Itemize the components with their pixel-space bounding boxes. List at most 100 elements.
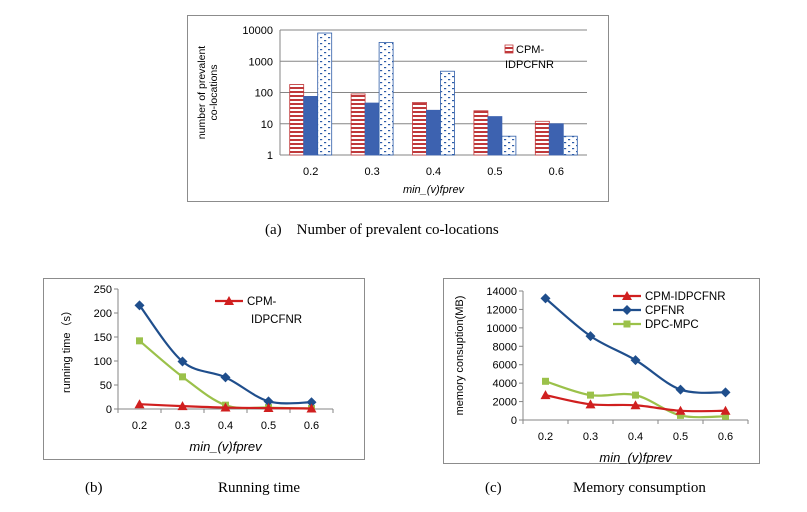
chart-a-xtick-label: 0.4 <box>426 166 441 178</box>
chart-a-xtick-label: 0.6 <box>549 166 564 178</box>
chart-c-ytick-label: 8000 <box>493 341 517 353</box>
chart-b-point <box>177 401 188 411</box>
chart-a-xlabel: min_(v)fprev <box>403 184 466 196</box>
chart-c: 0 2000 4000 6000 8000 10000 12000 14000 0.2 0.3 0.… <box>454 286 749 464</box>
chart-a-bar <box>501 135 517 156</box>
chart-a-xtick-label: 0.2 <box>303 166 318 178</box>
chart-a-bar <box>303 96 319 156</box>
chart-c-ytick-label: 4000 <box>493 378 517 390</box>
chart-b-frame <box>43 278 365 460</box>
chart-a-bar <box>289 84 305 156</box>
chart-a-bar <box>440 70 455 156</box>
chart-c-point <box>677 411 684 419</box>
chart-a-ytick-label: 1 <box>267 150 273 162</box>
chart-c-point <box>585 331 596 342</box>
chart-b-ytick-label: 100 <box>94 356 112 368</box>
chart-c-point <box>632 391 639 399</box>
chart-c-caption-label: (c) <box>485 480 502 496</box>
chart-c-point <box>722 412 729 420</box>
chart-b-xtick-label: 0.3 <box>175 420 190 432</box>
chart-a-legend-label: IDPCFNR <box>505 59 554 71</box>
chart-a-ytick-label: 10 <box>261 119 273 131</box>
chart-a-bar <box>534 120 550 156</box>
chart-b-point <box>263 396 274 407</box>
chart-c-point <box>630 355 641 366</box>
chart-a-ytick-label: 10000 <box>242 25 273 37</box>
chart-b-ylabel: running time（s） <box>60 305 73 393</box>
chart-a: 1 10 100 1000 10000 0.2 0.3 0.4 0.5 0.6 number of … <box>196 25 587 196</box>
chart-a-bar <box>548 123 564 156</box>
chart-a-ytick-label: 100 <box>255 88 273 100</box>
chart-b-xtick-label: 0.5 <box>261 420 276 432</box>
chart-a-ylabel-line1: number of prevalent <box>196 46 208 139</box>
chart-b-caption-label: (b) <box>85 480 103 496</box>
chart-c-legend-marker <box>622 305 632 315</box>
chart-b-ytick-label: 200 <box>94 308 112 320</box>
chart-c-legend-label: CPM-IDPCFNR <box>645 291 726 303</box>
chart-a-bar <box>562 135 578 156</box>
chart-a-bar <box>378 42 394 156</box>
chart-b-xtick-label: 0.4 <box>218 420 233 432</box>
chart-b: 0 50 100 150 200 250 0.2 0.3 0.4 0.5 0.6 running ti… <box>60 284 334 454</box>
chart-b-point <box>306 403 317 413</box>
chart-c-caption-title: Memory consumption <box>573 480 706 496</box>
chart-c-ytick-label: 2000 <box>493 397 517 409</box>
chart-b-point <box>134 399 145 409</box>
chart-b-legend-label: CPM- <box>247 296 277 308</box>
chart-c-ytick-label: 12000 <box>486 304 517 316</box>
chart-c-legend-marker <box>623 320 631 328</box>
chart-c-point <box>542 377 549 385</box>
chart-b-xtick-label: 0.2 <box>132 420 147 432</box>
chart-a-xtick-label: 0.3 <box>364 166 379 178</box>
chart-b-point <box>263 403 274 413</box>
chart-b-point <box>220 402 231 412</box>
chart-c-point <box>540 390 551 400</box>
chart-a-bar <box>473 110 489 156</box>
chart-c-point <box>630 400 641 410</box>
chart-c-xtick-label: 0.4 <box>628 431 643 443</box>
chart-b-point <box>136 337 143 345</box>
chart-b-ytick-label: 0 <box>106 404 112 416</box>
chart-b-point <box>179 373 186 381</box>
chart-a-legend-label: CPM- <box>516 44 544 56</box>
chart-b-legend-label: IDPCFNR <box>251 314 302 326</box>
chart-c-point <box>587 391 594 399</box>
chart-c-point <box>720 387 731 398</box>
chart-c-xtick-label: 0.6 <box>718 431 733 443</box>
chart-b-point <box>306 397 317 408</box>
chart-c-legend-label: CPFNR <box>645 305 685 317</box>
chart-a-bar <box>487 116 503 156</box>
chart-b-xlabel: min_(v)fprev <box>189 439 263 454</box>
chart-b-ytick-label: 150 <box>94 332 112 344</box>
chart-c-ytick-label: 0 <box>511 415 517 427</box>
chart-b-caption-title: Running time <box>218 480 301 496</box>
chart-c-ytick-label: 14000 <box>486 286 517 298</box>
chart-b-ytick-label: 250 <box>94 284 112 296</box>
chart-a-ylabel-line2: co-locations <box>208 64 220 120</box>
chart-c-ytick-label: 6000 <box>493 360 517 372</box>
chart-c-point <box>585 399 596 409</box>
chart-c-legend-marker <box>622 291 632 300</box>
chart-a-bar <box>350 93 366 156</box>
chart-c-point <box>675 384 686 395</box>
chart-c-point <box>720 405 731 415</box>
chart-c-xlabel: min_(v)fprev <box>599 450 673 464</box>
chart-c-legend-label: DPC-MPC <box>645 319 699 331</box>
chart-c-point <box>675 405 686 415</box>
chart-a-legend-swatch <box>504 44 514 54</box>
chart-a-bar <box>412 102 427 156</box>
chart-b-point <box>177 356 188 367</box>
chart-c-series-line <box>544 297 726 394</box>
chart-c-ytick-label: 10000 <box>486 323 517 335</box>
chart-a-bar <box>364 102 380 156</box>
chart-a-frame <box>187 15 609 202</box>
chart-c-xtick-label: 0.2 <box>538 431 553 443</box>
chart-a-caption: (a) Number of prevalent co-locations <box>265 222 499 238</box>
chart-c-xtick-label: 0.5 <box>673 431 688 443</box>
chart-c-point <box>540 293 551 304</box>
chart-b-legend-marker <box>224 296 234 305</box>
chart-a-bar <box>317 32 333 156</box>
chart-b-point <box>220 372 231 383</box>
chart-b-point <box>134 300 145 311</box>
chart-b-ytick-label: 50 <box>100 380 112 392</box>
